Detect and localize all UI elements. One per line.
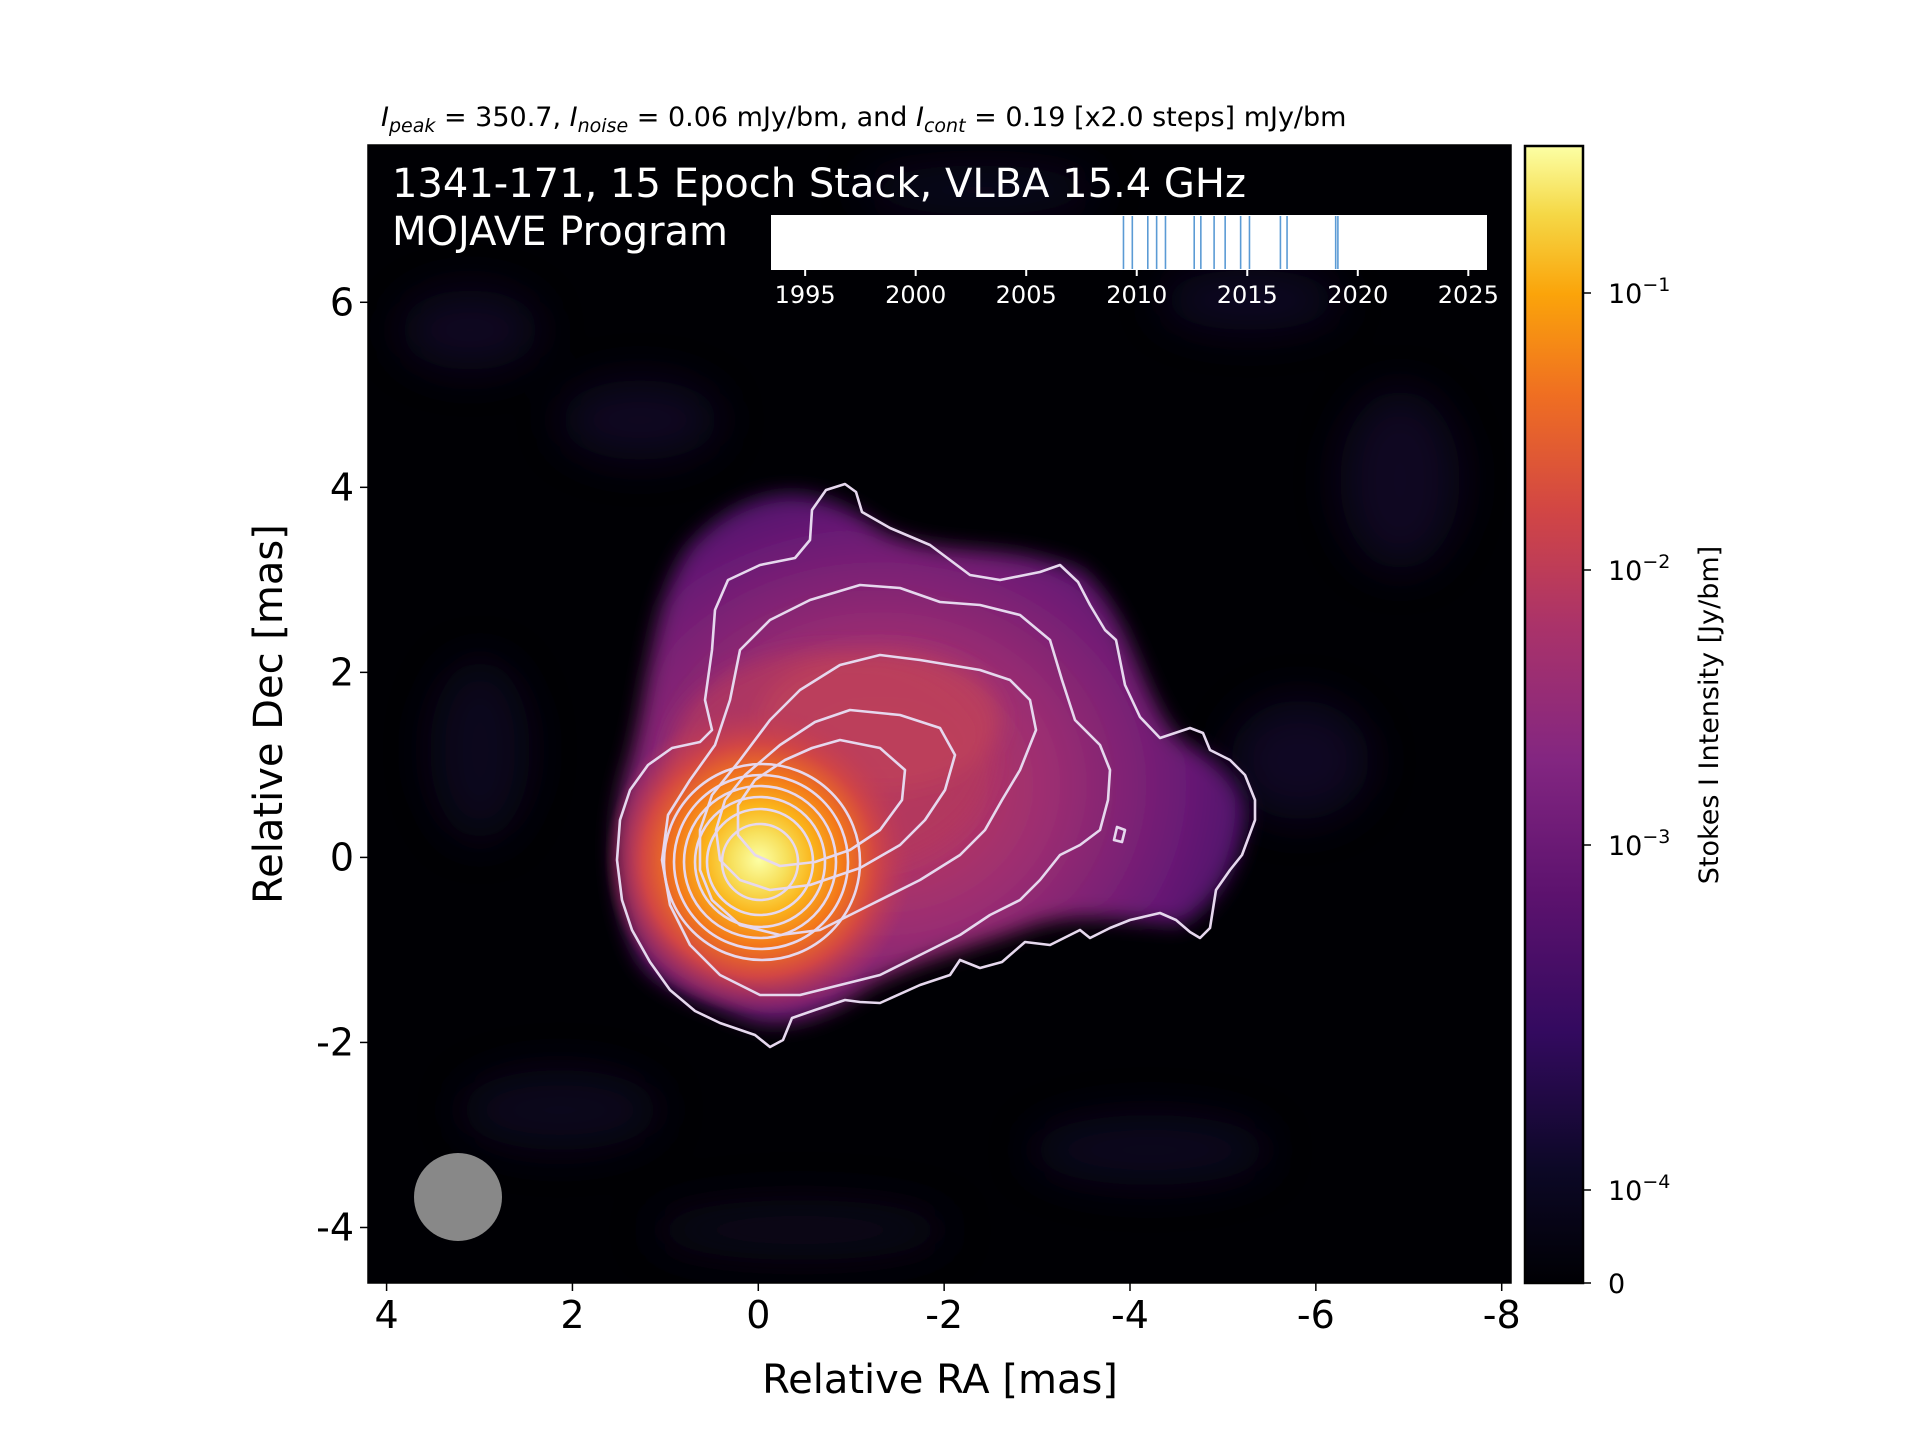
colorbar-tick-label: 10−4 [1608, 1171, 1670, 1207]
plot-subtitle: MOJAVE Program [392, 209, 728, 255]
colorbar-label: Stokes I Intensity [Jy/bm] [1694, 546, 1725, 884]
colorbar-tick-label: 10−1 [1608, 274, 1670, 310]
timeline-tick-label: 2020 [1327, 281, 1388, 309]
noise-background [400, 165, 1460, 1260]
plot-title: 1341-171, 15 Epoch Stack, VLBA 15.4 GHz [392, 161, 1246, 207]
x-tick-label: 4 [374, 1293, 398, 1337]
colorbar: 10−1 10−2 10−3 10−4 0 Stokes I Intensity [Jy… [1523, 144, 1725, 1300]
x-tick-label: 2 [560, 1293, 584, 1337]
contours [615, 482, 1257, 1049]
x-tick-label: -2 [925, 1293, 963, 1337]
timeline-tick-label: 2005 [996, 281, 1057, 309]
x-tick-label: -4 [1111, 1293, 1149, 1337]
epoch-timeline: 1995 2000 2005 2010 2015 2020 2025 [771, 215, 1499, 309]
x-tick-label: -8 [1483, 1293, 1521, 1337]
timeline-tick-label: 2015 [1217, 281, 1278, 309]
y-tick-label: 4 [330, 465, 354, 509]
intensity-image [368, 145, 1511, 1283]
timeline-tick-label: 1995 [775, 281, 836, 309]
y-tick-label: 0 [330, 835, 354, 879]
timeline-tick-label: 2025 [1438, 281, 1499, 309]
colorbar-tick-label: 10−2 [1608, 551, 1670, 587]
y-tick-label: -4 [316, 1205, 354, 1249]
timeline-tick-label: 2000 [885, 281, 946, 309]
beam-ellipse [414, 1153, 502, 1241]
x-tick-label: 0 [746, 1293, 770, 1337]
x-axis-label: Relative RA [mas] [762, 1357, 1118, 1403]
y-axis-label: Relative Dec [mas] [246, 524, 292, 904]
core-emission [604, 705, 914, 1015]
y-tick-label: -2 [316, 1020, 354, 1064]
colorbar-tick-label: 10−3 [1608, 826, 1670, 862]
colorbar-gradient [1523, 144, 1585, 1285]
subtitle: Ipeak = 350.7, Inoise = 0.06 mJy/bm, and… [381, 102, 1346, 137]
colorbar-tick-label: 0 [1608, 1269, 1625, 1300]
timeline-tick-label: 2010 [1106, 281, 1167, 309]
timeline-box [771, 215, 1487, 270]
y-tick-label: 6 [330, 280, 354, 324]
x-tick-label: -6 [1297, 1293, 1335, 1337]
y-tick-label: 2 [330, 650, 354, 694]
